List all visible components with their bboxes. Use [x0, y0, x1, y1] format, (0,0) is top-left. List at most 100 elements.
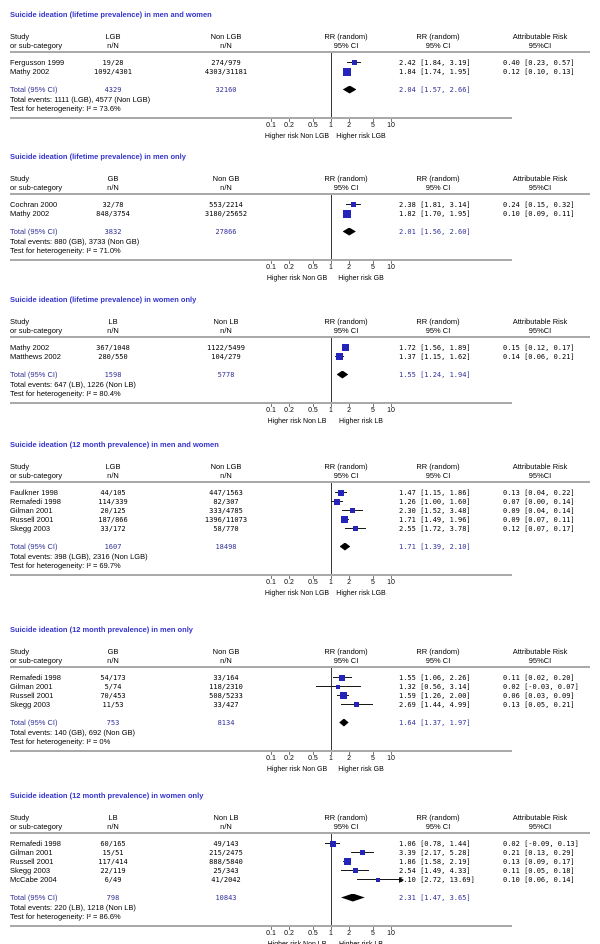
attributable-risk-text: 0.21 [0.13, 0.29]	[503, 849, 575, 857]
column-header-study: or sub-category	[10, 471, 63, 480]
x-axis-tick-label: 0.2	[284, 930, 294, 937]
rr-ci-text: 1.71 [1.49, 1.96]	[399, 516, 471, 524]
study-name: Mathy 2002	[10, 343, 50, 352]
x-axis-tick-label: 10	[387, 122, 395, 129]
total-events-note: Total events: 647 (LB), 1226 (Non LB)	[10, 380, 136, 389]
group1-events-n: 19/28	[102, 59, 124, 67]
group1-events-n: 848/3754	[96, 210, 130, 218]
x-axis-tick-label: 0.5	[308, 579, 318, 586]
total-row-label: Total (95% CI)	[10, 542, 58, 551]
x-axis-tick-label: 1	[329, 755, 333, 762]
column-header-group1: n/N	[107, 656, 119, 665]
group2-events-n: 104/279	[211, 353, 241, 361]
x-axis-tick-label: 0.1	[266, 755, 276, 762]
x-axis-tick-label: 0.1	[266, 264, 276, 271]
x-axis-tick	[372, 404, 374, 407]
group2-events-n: 118/2310	[209, 683, 243, 691]
column-header-group1: LB	[108, 813, 118, 822]
null-effect-line	[331, 338, 332, 402]
x-axis-tick-label: 5	[370, 579, 375, 586]
x-axis-tick-label: 1	[329, 930, 333, 937]
group2-events-n: 333/4785	[209, 507, 243, 515]
x-axis-tick-label: 0.1	[266, 407, 276, 414]
column-header-rr: 95% CI	[425, 656, 451, 665]
x-axis-tick	[331, 119, 332, 122]
column-header-group2: Non LB	[213, 317, 239, 326]
x-axis-tick	[391, 752, 392, 755]
total-rr-ci-text: 2.31 [1.47, 3.65]	[399, 894, 471, 902]
column-header-group2: n/N	[220, 822, 232, 831]
point-estimate-marker	[354, 702, 360, 707]
null-effect-line	[331, 834, 332, 925]
x-axis-tick	[391, 404, 392, 407]
column-header-group1: LB	[108, 317, 118, 326]
attributable-risk-text: 0.07 [0.00, 0.14]	[503, 498, 575, 506]
study-name: Gilman 2001	[10, 682, 53, 691]
heterogeneity-note: Test for heterogeneity: I² = 69.7%	[10, 561, 121, 570]
point-estimate-marker	[336, 684, 341, 689]
group1-events-n: 367/1048	[96, 344, 130, 352]
study-name: Matthews 2002	[10, 352, 61, 361]
x-axis-tick	[391, 927, 392, 930]
point-estimate-marker	[341, 344, 349, 351]
column-header-plot: 95% CI	[333, 471, 359, 480]
column-header-plot: RR (random)	[324, 813, 368, 822]
x-axis-tick-label: 1	[329, 122, 333, 129]
x-axis-tick-label: 0.5	[308, 755, 318, 762]
column-header-study: Study	[10, 462, 30, 471]
group1-events-n: 114/339	[98, 498, 128, 506]
attributable-risk-text: 0.14 [0.06, 0.21]	[503, 353, 575, 361]
group2-events-n: 1122/5499	[207, 344, 245, 352]
x-axis-tick	[312, 119, 314, 122]
group2-events-n: 58/770	[213, 525, 239, 533]
x-axis-tick	[289, 576, 291, 579]
total-rr-ci-text: 1.55 [1.24, 1.94]	[399, 371, 471, 379]
column-header-group2: Non GB	[212, 174, 240, 183]
column-header-plot: RR (random)	[324, 647, 368, 656]
x-axis-tick-label: 1	[329, 579, 333, 586]
axis-label-left: Higher risk Non LGB	[264, 133, 330, 140]
group1-events-n: 280/550	[98, 353, 128, 361]
x-axis-tick	[271, 927, 272, 930]
rr-ci-text: 2.69 [1.44, 4.99]	[399, 701, 471, 709]
total-events-note: Total events: 880 (GB), 3733 (Non GB)	[10, 237, 140, 246]
x-axis-tick	[271, 576, 272, 579]
forest-panel: Suicide ideation (12 month prevalence) i…	[0, 440, 600, 613]
attributable-risk-text: 0.40 [0.23, 0.57]	[503, 59, 575, 67]
point-estimate-marker	[351, 60, 357, 65]
group2-events-n: 1396/11073	[204, 516, 248, 524]
point-estimate-marker	[342, 67, 351, 76]
x-axis-tick	[271, 119, 272, 122]
point-estimate-marker	[352, 868, 358, 873]
group1-events-n: 20/125	[100, 507, 126, 515]
column-header-group1: n/N	[107, 326, 119, 335]
attributable-risk-text: 0.15 [0.12, 0.17]	[503, 344, 575, 352]
x-axis-tick-label: 2	[347, 264, 351, 271]
study-name: Russell 2001	[10, 691, 54, 700]
point-estimate-marker	[343, 858, 351, 865]
header-rule	[10, 832, 590, 834]
x-axis-tick	[331, 261, 332, 264]
study-name: Remafedi 1998	[10, 497, 61, 506]
study-name: Fergusson 1999	[10, 58, 65, 67]
x-axis-tick-label: 10	[387, 755, 395, 762]
null-effect-line	[331, 668, 332, 750]
group2-events-n: 41/2042	[211, 876, 241, 884]
rr-ci-text: 1.32 [0.56, 3.14]	[399, 683, 471, 691]
point-estimate-marker	[376, 877, 381, 882]
group2-events-n: 25/343	[213, 867, 239, 875]
x-axis-tick-label: 0.5	[308, 930, 318, 937]
axis-label-left: Higher risk Non GB	[266, 275, 328, 282]
column-header-group2: Non LGB	[210, 32, 242, 41]
x-axis-tick	[372, 576, 374, 579]
total-group1-n: 1607	[104, 543, 122, 551]
x-axis-tick-label: 2	[347, 579, 351, 586]
column-header-plot: 95% CI	[333, 183, 359, 192]
study-name: Faulkner 1998	[10, 488, 58, 497]
x-axis-tick-label: 0.2	[284, 122, 294, 129]
column-header-plot: RR (random)	[324, 32, 368, 41]
axis-label-left: Higher risk Non LGB	[264, 590, 330, 597]
column-header-plot: 95% CI	[333, 326, 359, 335]
study-name: Cochran 2000	[10, 200, 58, 209]
column-header-study: or sub-category	[10, 326, 63, 335]
